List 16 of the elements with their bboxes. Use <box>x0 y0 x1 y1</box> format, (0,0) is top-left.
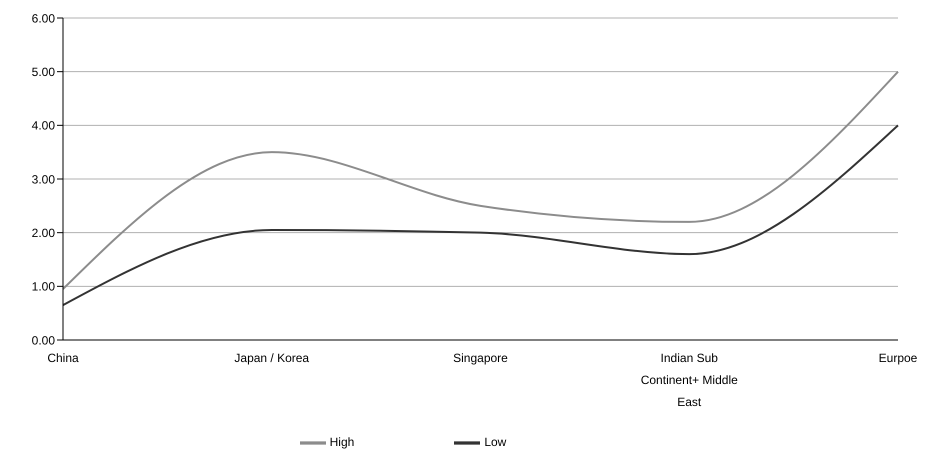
y-tick-label: 6.00 <box>32 11 56 26</box>
line-series <box>62 70 899 290</box>
y-tick-label: 5.00 <box>32 64 56 79</box>
y-tick-label: 4.00 <box>32 118 56 133</box>
legend-label: High <box>330 435 354 450</box>
y-tick-label: 3.00 <box>32 172 56 186</box>
x-tick-label: Indian Sub Continent+ Middle East <box>640 351 738 409</box>
legend-label: Low <box>484 435 506 450</box>
x-tick-label: Japan / Korea <box>234 351 310 365</box>
y-tick-label: 0.00 <box>32 333 56 348</box>
x-tick-label: Eurpoe <box>878 351 918 365</box>
x-tick-label: China <box>47 351 79 365</box>
x-tick-label: Singapore <box>453 351 508 365</box>
line-series <box>62 124 899 306</box>
y-tick-label: 1.00 <box>32 280 56 294</box>
y-tick-label: 2.00 <box>32 226 56 240</box>
